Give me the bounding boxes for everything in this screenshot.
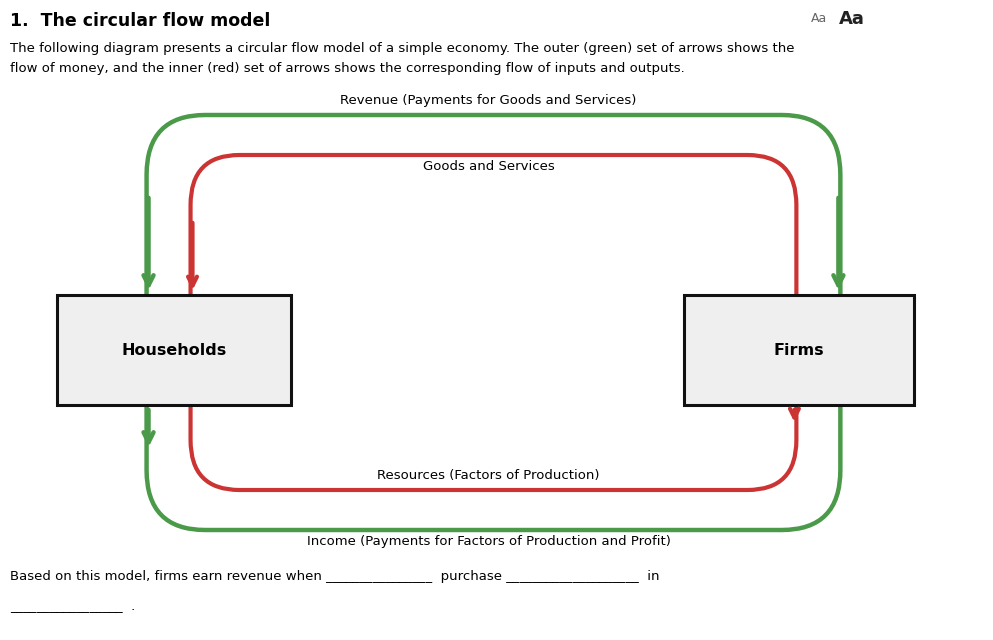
Text: Aa: Aa	[811, 12, 827, 25]
FancyBboxPatch shape	[57, 295, 291, 405]
Text: The following diagram presents a circular flow model of a simple economy. The ou: The following diagram presents a circula…	[10, 42, 794, 55]
Text: Income (Payments for Factors of Production and Profit): Income (Payments for Factors of Producti…	[307, 535, 670, 548]
FancyBboxPatch shape	[684, 295, 914, 405]
Text: flow of money, and the inner (red) set of arrows shows the corresponding flow of: flow of money, and the inner (red) set o…	[10, 62, 684, 75]
Text: 1.  The circular flow model: 1. The circular flow model	[10, 12, 270, 30]
Text: Based on this model, firms earn revenue when ________________  purchase ________: Based on this model, firms earn revenue …	[10, 570, 659, 583]
Text: Households: Households	[121, 342, 226, 358]
Text: Revenue (Payments for Goods and Services): Revenue (Payments for Goods and Services…	[341, 94, 637, 107]
Text: Resources (Factors of Production): Resources (Factors of Production)	[377, 469, 600, 482]
Text: _________________  .: _________________ .	[10, 600, 135, 613]
Text: Aa: Aa	[838, 10, 864, 28]
Text: Goods and Services: Goods and Services	[423, 160, 554, 173]
Text: Firms: Firms	[774, 342, 824, 358]
